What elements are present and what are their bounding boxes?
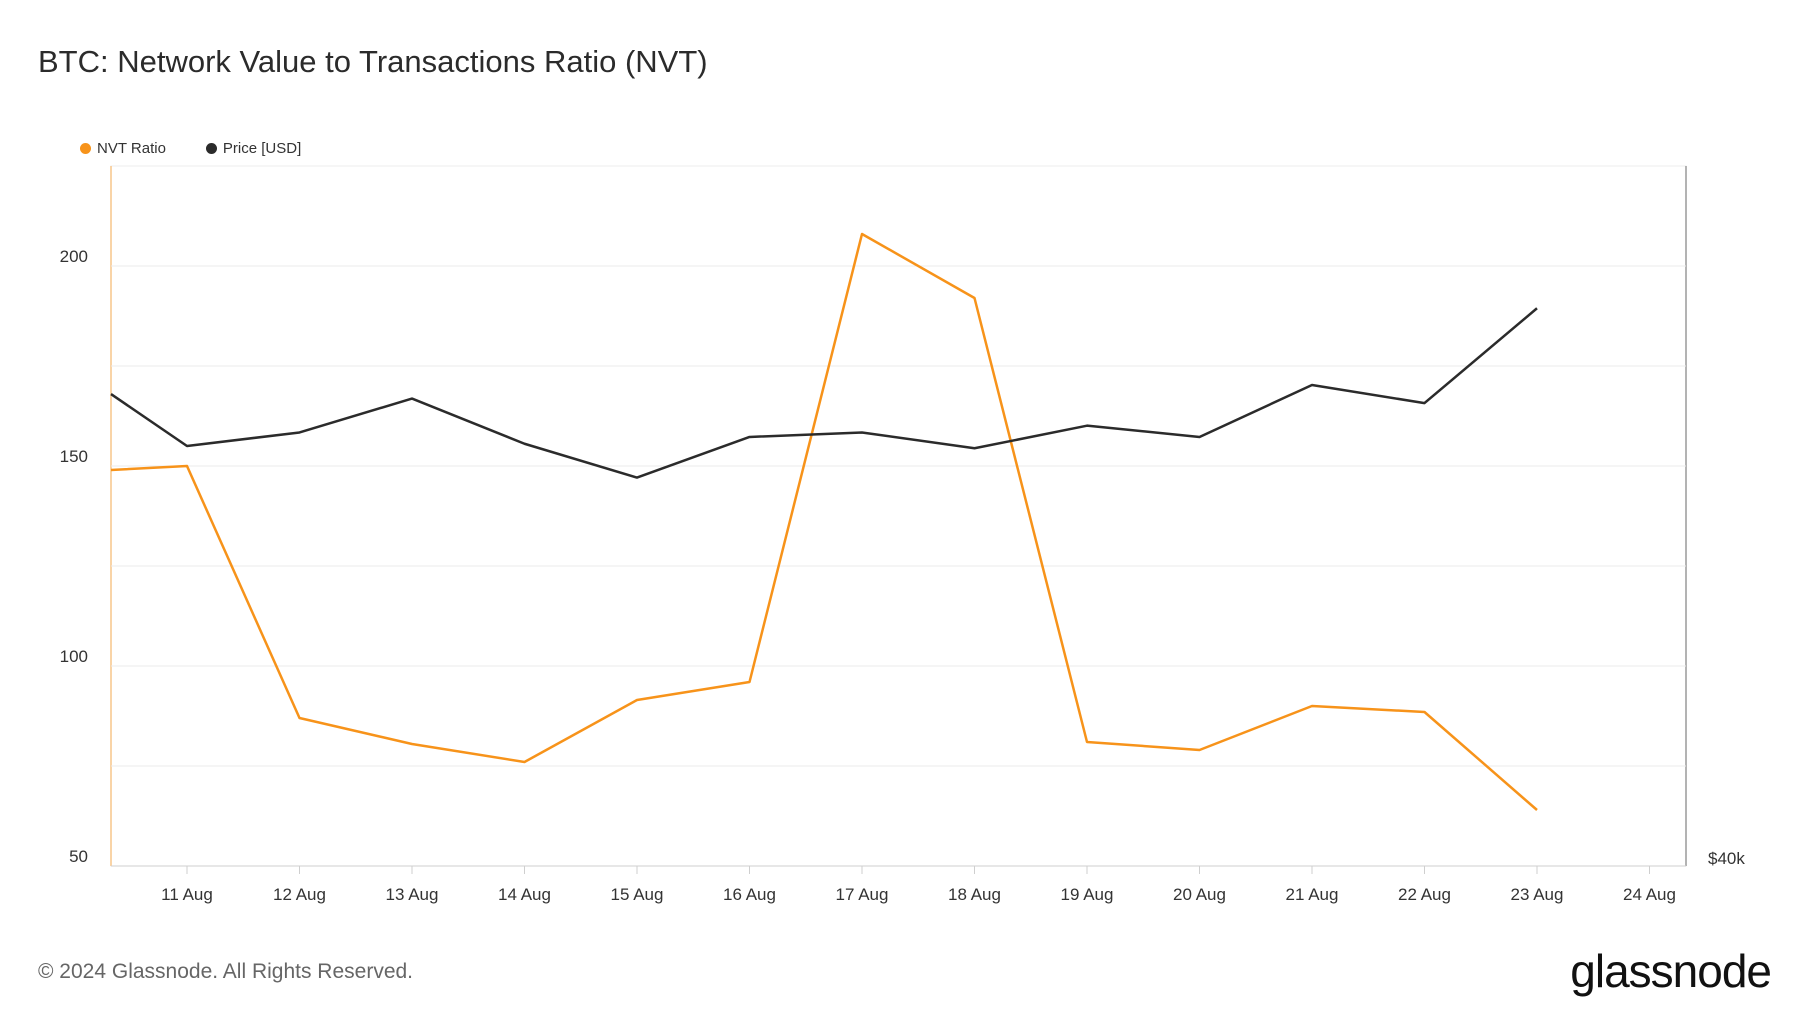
legend-label-nvt: NVT Ratio: [97, 140, 166, 157]
x-tick-label: 24 Aug: [1623, 885, 1676, 904]
x-tick-label: 16 Aug: [723, 885, 776, 904]
x-tick-label: 17 Aug: [836, 885, 889, 904]
x-tick-label: 14 Aug: [498, 885, 551, 904]
copyright-footer: © 2024 Glassnode. All Rights Reserved.: [38, 960, 414, 983]
x-tick-label: 12 Aug: [273, 885, 326, 904]
nvt-ratio-line: [110, 232, 1538, 811]
chart-legend: NVT Ratio Price [USD]: [80, 140, 301, 157]
y-tick-label: 200: [60, 247, 88, 266]
x-tick-label: 18 Aug: [948, 885, 1001, 904]
brand-logo: glassnode: [1570, 945, 1772, 997]
x-tick-label: 13 Aug: [386, 885, 439, 904]
right-axis-label: $40k: [1708, 849, 1745, 868]
x-tick-label: 21 Aug: [1286, 885, 1339, 904]
chart-title: BTC: Network Value to Transactions Ratio…: [38, 44, 708, 79]
legend-item-price[interactable]: Price [USD]: [205, 140, 302, 157]
legend-dot-nvt: [80, 143, 91, 154]
legend-label-price: Price [USD]: [222, 140, 302, 157]
y-tick-label: 100: [60, 647, 88, 666]
plot-frame: [110, 165, 1687, 867]
y-tick-label: 150: [60, 447, 88, 466]
x-tick-label: 19 Aug: [1061, 885, 1114, 904]
x-tick-label: 20 Aug: [1173, 885, 1226, 904]
y-tick-label: 50: [69, 847, 88, 866]
legend-item-nvt[interactable]: NVT Ratio: [80, 140, 166, 157]
x-tick-label: 15 Aug: [611, 885, 664, 904]
x-tick-label: 11 Aug: [161, 885, 213, 904]
price-usd-line: [110, 307, 1538, 479]
legend-dot-price: [205, 143, 217, 154]
x-tick-label: 22 Aug: [1398, 885, 1451, 904]
x-tick-label: 23 Aug: [1511, 885, 1564, 904]
